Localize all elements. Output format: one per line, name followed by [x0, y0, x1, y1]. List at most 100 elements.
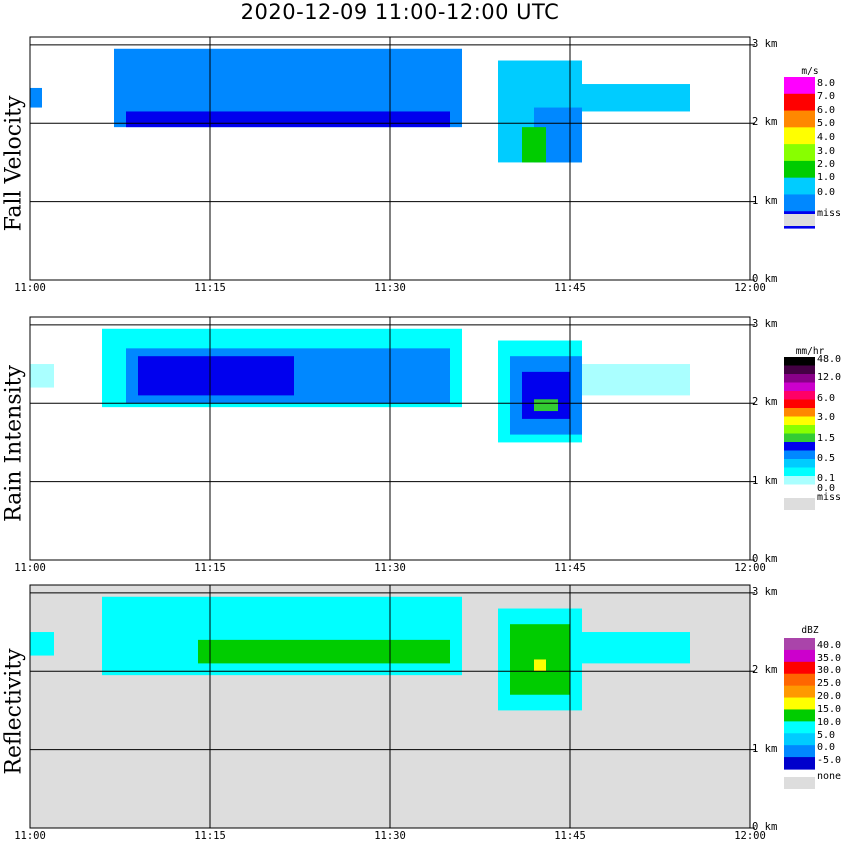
- legend-swatch: [784, 144, 815, 162]
- y-tick-label: 1 km: [752, 474, 778, 487]
- legend-label: 30.0: [817, 665, 842, 676]
- legend-swatch: [784, 685, 815, 699]
- echo-region: [138, 356, 294, 396]
- reflectivity-panel: Reflectivity dBZ 11:00 11:15 11:30 11:45 12:…: [0, 573, 850, 858]
- plot-frame: [29, 316, 751, 561]
- rain-intensity-panel: Rain Intensity mm/hr 11:00 11:15 11:30 11:4…: [0, 305, 850, 590]
- legend-swatch: [784, 721, 815, 734]
- legend-swatch: [784, 433, 815, 443]
- legend-swatch: [784, 476, 815, 486]
- y-tick-label: 2 km: [752, 116, 778, 129]
- legend-label: 1.5: [817, 433, 836, 444]
- legend-label: 8.0: [817, 78, 836, 89]
- y-tick-label: 3 km: [752, 585, 778, 598]
- legend-swatch: [784, 484, 815, 494]
- legend-swatch: [784, 450, 815, 460]
- rain-intensity-legend-unit: mm/hr: [795, 346, 825, 357]
- legend-swatch: [784, 709, 815, 722]
- legend-swatch: [784, 110, 815, 128]
- y-tick-label: 3 km: [752, 37, 778, 50]
- legend-swatch: [784, 425, 815, 435]
- echo-region: [534, 659, 546, 672]
- fall-velocity-panel: Fall Velocity m/s 11:00 11:15 11:30 11:45 12…: [0, 25, 850, 310]
- echo-region: [582, 84, 690, 112]
- legend-label: 5.0: [817, 730, 836, 741]
- legend-swatch: [784, 194, 815, 212]
- reflectivity-legend-unit: dBZ: [801, 625, 819, 636]
- legend-label: 5.0: [817, 118, 836, 129]
- legend-label: 20.0: [817, 691, 842, 702]
- echo-region: [30, 364, 54, 388]
- legend-swatch: [784, 673, 815, 687]
- legend-swatch: [784, 357, 815, 367]
- legend-missing-label: none: [817, 771, 842, 782]
- echo-region: [582, 364, 690, 396]
- x-tick-label: 11:30: [374, 282, 406, 294]
- legend-label: 2.0: [817, 159, 836, 170]
- legend-swatch: [784, 93, 815, 112]
- plot-frame: [29, 36, 751, 281]
- echo-region: [582, 632, 690, 664]
- legend-swatch: [784, 459, 815, 469]
- echo-region: [126, 111, 450, 128]
- legend-swatch: [784, 365, 815, 375]
- legend-label: 3.0: [817, 146, 836, 157]
- legend-label: 0.0: [817, 187, 836, 198]
- legend-swatch: [784, 177, 815, 196]
- legend-swatch: [784, 391, 815, 401]
- legend-missing-swatch: [784, 498, 815, 510]
- echo-region: [522, 127, 546, 163]
- x-tick-label: 11:45: [554, 830, 586, 842]
- x-tick-label: 11:30: [374, 562, 406, 574]
- y-tick-label: 3 km: [752, 317, 778, 330]
- y-tick-label: 1 km: [752, 742, 778, 755]
- legend-label: 0.0: [817, 742, 836, 753]
- legend-label: 35.0: [817, 653, 842, 664]
- echo-region: [534, 399, 558, 412]
- legend-missing-swatch: [784, 777, 815, 789]
- legend-label: 3.0: [817, 412, 836, 423]
- legend-label: 6.0: [817, 105, 836, 116]
- x-tick-label: 11:15: [194, 282, 226, 294]
- y-tick-label: 2 km: [752, 396, 778, 409]
- fall-velocity-axis-label: Fall Velocity: [1, 95, 27, 232]
- legend-swatch: [784, 467, 815, 477]
- fall-velocity-legend-unit: m/s: [801, 66, 819, 77]
- legend-missing-label: miss: [817, 492, 842, 503]
- x-tick-label: 12:00: [734, 830, 766, 842]
- x-tick-label: 12:00: [734, 282, 766, 294]
- legend-label: 0.0: [817, 483, 836, 494]
- legend-missing-swatch: [784, 214, 815, 226]
- legend-label: 15.0: [817, 704, 842, 715]
- legend-swatch: [784, 160, 815, 179]
- legend-label: -5.0: [817, 755, 842, 766]
- rain-intensity-axis-label: Rain Intensity: [1, 365, 27, 522]
- legend-label: 4.0: [817, 132, 836, 143]
- x-tick-label: 11:00: [14, 282, 46, 294]
- fall-velocity-plot: [29, 36, 815, 281]
- legend-swatch: [784, 408, 815, 418]
- x-tick-label: 12:00: [734, 562, 766, 574]
- legend-swatch: [784, 638, 815, 651]
- legend-swatch: [784, 697, 815, 711]
- legend-swatch: [784, 661, 815, 675]
- legend-label: 0.1: [817, 473, 836, 484]
- legend-swatch: [784, 649, 815, 663]
- y-tick-label: 1 km: [752, 194, 778, 207]
- legend-swatch: [784, 745, 815, 758]
- legend-label: 48.0: [817, 354, 842, 365]
- legend-swatch: [784, 127, 815, 145]
- legend-label: 40.0: [817, 640, 842, 651]
- x-tick-label: 11:15: [194, 830, 226, 842]
- x-tick-label: 11:00: [14, 830, 46, 842]
- x-tick-label: 11:00: [14, 562, 46, 574]
- echo-region: [522, 371, 570, 419]
- plot-frame: [29, 584, 751, 829]
- legend-swatch: [784, 374, 815, 384]
- y-tick-label: 2 km: [752, 664, 778, 677]
- reflectivity-axis-label: Reflectivity: [1, 648, 27, 775]
- legend-swatch: [784, 733, 815, 746]
- x-tick-label: 11:45: [554, 562, 586, 574]
- legend-label: 7.0: [817, 91, 836, 102]
- legend-label: 25.0: [817, 678, 842, 689]
